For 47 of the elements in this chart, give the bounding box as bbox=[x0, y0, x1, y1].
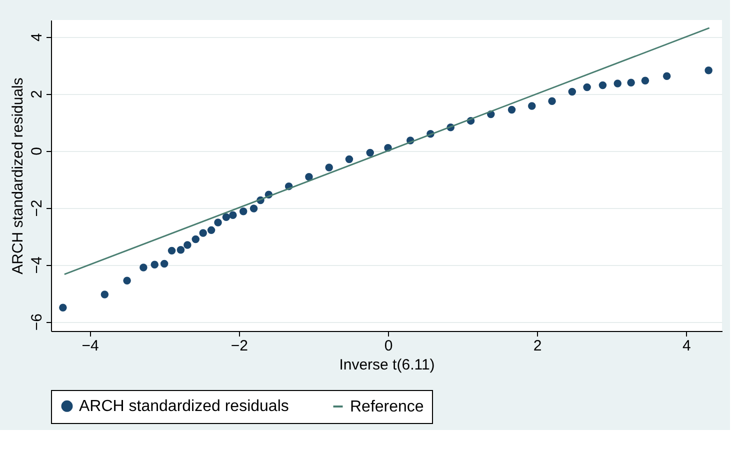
x-tick-label: 4 bbox=[682, 338, 691, 354]
x-axis-title: Inverse t(6.11) bbox=[339, 356, 435, 374]
point bbox=[100, 290, 109, 298]
point bbox=[325, 164, 333, 172]
point bbox=[150, 260, 159, 269]
point bbox=[704, 66, 712, 74]
point bbox=[176, 246, 185, 254]
y-axis-title: ARCH standardized residuals bbox=[10, 78, 26, 274]
point bbox=[222, 213, 230, 221]
point bbox=[207, 226, 216, 234]
y-tick-label: −6 bbox=[28, 314, 46, 331]
legend-label: ARCH standardized residuals bbox=[79, 398, 289, 416]
point bbox=[168, 246, 176, 255]
point bbox=[568, 88, 576, 96]
point bbox=[614, 80, 622, 88]
point bbox=[140, 264, 148, 272]
point bbox=[598, 81, 607, 90]
point bbox=[250, 204, 258, 212]
point bbox=[123, 276, 131, 284]
point bbox=[583, 83, 591, 92]
point bbox=[199, 229, 207, 237]
point bbox=[59, 304, 67, 312]
x-tick-label: −2 bbox=[230, 338, 248, 354]
x-tick-label: 0 bbox=[384, 338, 393, 354]
y-tick-label: 4 bbox=[28, 33, 46, 42]
point bbox=[192, 235, 200, 244]
y-tick-label: −2 bbox=[28, 200, 46, 217]
x-tick-label: −4 bbox=[82, 338, 99, 354]
point bbox=[662, 72, 671, 80]
point bbox=[548, 97, 556, 106]
point bbox=[627, 78, 635, 87]
point bbox=[641, 76, 650, 85]
point bbox=[229, 211, 237, 219]
x-tick-label: 2 bbox=[533, 338, 542, 354]
y-tick-label: 0 bbox=[28, 147, 46, 156]
point bbox=[160, 260, 168, 268]
legend-label: Reference bbox=[350, 398, 424, 416]
point bbox=[366, 148, 374, 157]
point bbox=[345, 155, 354, 164]
point bbox=[528, 102, 536, 110]
point bbox=[508, 106, 516, 114]
point bbox=[305, 173, 313, 181]
y-tick-label: −4 bbox=[28, 256, 46, 274]
y-tick-label: 2 bbox=[28, 90, 46, 98]
point bbox=[214, 218, 222, 226]
point bbox=[239, 208, 248, 216]
point bbox=[184, 241, 192, 249]
